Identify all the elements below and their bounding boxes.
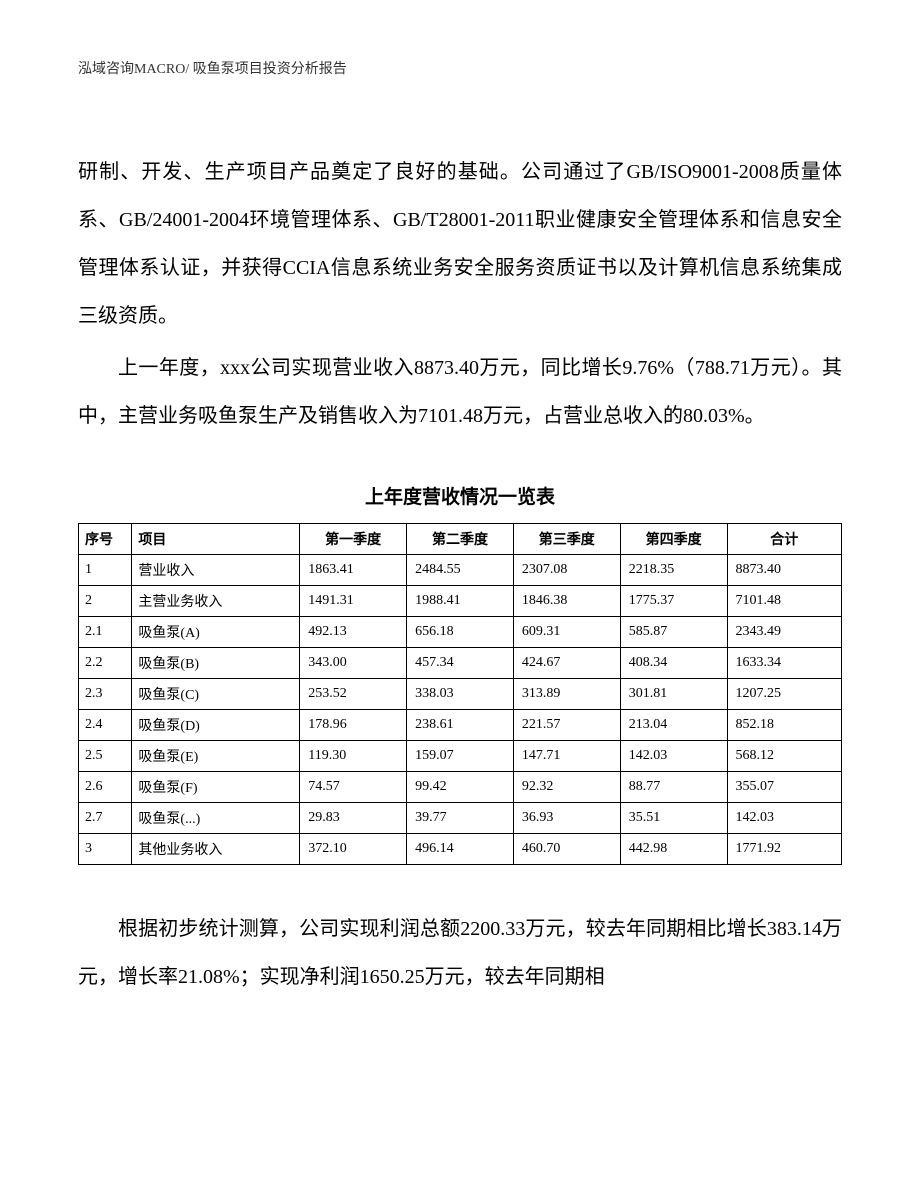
cell-total: 852.18 (727, 710, 841, 741)
cell-total: 568.12 (727, 741, 841, 772)
cell-total: 1771.92 (727, 834, 841, 865)
cell-q2: 656.18 (407, 617, 514, 648)
col-header-seq: 序号 (79, 524, 132, 555)
cell-q3: 36.93 (513, 803, 620, 834)
table-row: 2.7 吸鱼泵(...) 29.83 39.77 36.93 35.51 142… (79, 803, 842, 834)
cell-q2: 1988.41 (407, 586, 514, 617)
cell-q3: 313.89 (513, 679, 620, 710)
cell-q2: 159.07 (407, 741, 514, 772)
cell-q1: 119.30 (300, 741, 407, 772)
cell-q1: 29.83 (300, 803, 407, 834)
cell-q1: 253.52 (300, 679, 407, 710)
cell-q2: 496.14 (407, 834, 514, 865)
page-header: 泓域咨询MACRO/ 吸鱼泵项目投资分析报告 (78, 58, 842, 78)
cell-q2: 39.77 (407, 803, 514, 834)
cell-q1: 343.00 (300, 648, 407, 679)
table-row: 2.2 吸鱼泵(B) 343.00 457.34 424.67 408.34 1… (79, 648, 842, 679)
table-row: 2 主营业务收入 1491.31 1988.41 1846.38 1775.37… (79, 586, 842, 617)
cell-q2: 238.61 (407, 710, 514, 741)
cell-item: 吸鱼泵(C) (132, 679, 300, 710)
cell-total: 355.07 (727, 772, 841, 803)
cell-q4: 585.87 (620, 617, 727, 648)
table-body: 1 营业收入 1863.41 2484.55 2307.08 2218.35 8… (79, 555, 842, 865)
cell-total: 1207.25 (727, 679, 841, 710)
cell-q4: 408.34 (620, 648, 727, 679)
cell-q1: 1863.41 (300, 555, 407, 586)
cell-total: 2343.49 (727, 617, 841, 648)
cell-seq: 1 (79, 555, 132, 586)
cell-q1: 372.10 (300, 834, 407, 865)
table-row: 2.1 吸鱼泵(A) 492.13 656.18 609.31 585.87 2… (79, 617, 842, 648)
cell-q3: 221.57 (513, 710, 620, 741)
cell-q4: 142.03 (620, 741, 727, 772)
cell-q3: 147.71 (513, 741, 620, 772)
cell-seq: 2.5 (79, 741, 132, 772)
table-title: 上年度营收情况一览表 (78, 482, 842, 509)
cell-q4: 35.51 (620, 803, 727, 834)
cell-item: 主营业务收入 (132, 586, 300, 617)
cell-q1: 1491.31 (300, 586, 407, 617)
cell-total: 1633.34 (727, 648, 841, 679)
cell-item: 营业收入 (132, 555, 300, 586)
cell-q1: 492.13 (300, 617, 407, 648)
cell-item: 吸鱼泵(E) (132, 741, 300, 772)
table-row: 1 营业收入 1863.41 2484.55 2307.08 2218.35 8… (79, 555, 842, 586)
paragraph-1: 研制、开发、生产项目产品奠定了良好的基础。公司通过了GB/ISO9001-200… (78, 148, 842, 340)
paragraph-2: 上一年度，xxx公司实现营业收入8873.40万元，同比增长9.76%（788.… (78, 344, 842, 440)
cell-seq: 2.6 (79, 772, 132, 803)
cell-q2: 338.03 (407, 679, 514, 710)
cell-q4: 88.77 (620, 772, 727, 803)
cell-q4: 301.81 (620, 679, 727, 710)
table-row: 2.5 吸鱼泵(E) 119.30 159.07 147.71 142.03 5… (79, 741, 842, 772)
table-row: 2.4 吸鱼泵(D) 178.96 238.61 221.57 213.04 8… (79, 710, 842, 741)
cell-q3: 1846.38 (513, 586, 620, 617)
col-header-q2: 第二季度 (407, 524, 514, 555)
cell-q1: 178.96 (300, 710, 407, 741)
col-header-q4: 第四季度 (620, 524, 727, 555)
cell-total: 7101.48 (727, 586, 841, 617)
cell-q2: 2484.55 (407, 555, 514, 586)
cell-item: 吸鱼泵(B) (132, 648, 300, 679)
cell-q3: 460.70 (513, 834, 620, 865)
cell-seq: 2 (79, 586, 132, 617)
col-header-q1: 第一季度 (300, 524, 407, 555)
cell-q1: 74.57 (300, 772, 407, 803)
col-header-q3: 第三季度 (513, 524, 620, 555)
cell-seq: 2.3 (79, 679, 132, 710)
cell-q2: 99.42 (407, 772, 514, 803)
cell-seq: 3 (79, 834, 132, 865)
paragraph-3: 根据初步统计测算，公司实现利润总额2200.33万元，较去年同期相比增长383.… (78, 905, 842, 1001)
cell-total: 8873.40 (727, 555, 841, 586)
cell-q3: 2307.08 (513, 555, 620, 586)
col-header-total: 合计 (727, 524, 841, 555)
cell-item: 其他业务收入 (132, 834, 300, 865)
cell-item: 吸鱼泵(F) (132, 772, 300, 803)
col-header-item: 项目 (132, 524, 300, 555)
cell-q4: 442.98 (620, 834, 727, 865)
cell-seq: 2.7 (79, 803, 132, 834)
cell-seq: 2.1 (79, 617, 132, 648)
cell-total: 142.03 (727, 803, 841, 834)
cell-q4: 213.04 (620, 710, 727, 741)
cell-q3: 424.67 (513, 648, 620, 679)
cell-item: 吸鱼泵(D) (132, 710, 300, 741)
cell-q4: 1775.37 (620, 586, 727, 617)
cell-item: 吸鱼泵(A) (132, 617, 300, 648)
table-row: 2.6 吸鱼泵(F) 74.57 99.42 92.32 88.77 355.0… (79, 772, 842, 803)
table-header-row: 序号 项目 第一季度 第二季度 第三季度 第四季度 合计 (79, 524, 842, 555)
table-row: 2.3 吸鱼泵(C) 253.52 338.03 313.89 301.81 1… (79, 679, 842, 710)
cell-q3: 609.31 (513, 617, 620, 648)
cell-seq: 2.4 (79, 710, 132, 741)
cell-seq: 2.2 (79, 648, 132, 679)
cell-item: 吸鱼泵(...) (132, 803, 300, 834)
cell-q3: 92.32 (513, 772, 620, 803)
table-row: 3 其他业务收入 372.10 496.14 460.70 442.98 177… (79, 834, 842, 865)
revenue-table: 序号 项目 第一季度 第二季度 第三季度 第四季度 合计 1 营业收入 1863… (78, 523, 842, 865)
cell-q4: 2218.35 (620, 555, 727, 586)
cell-q2: 457.34 (407, 648, 514, 679)
